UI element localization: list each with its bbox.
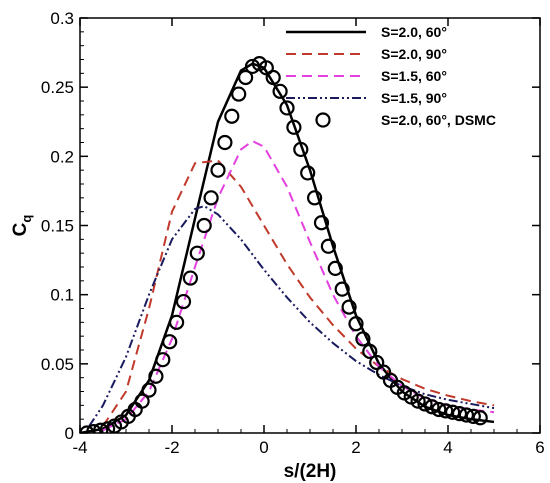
- y-axis: 0 0.05 0.1 0.15 0.2 0.25 0.3: [41, 9, 540, 443]
- data-point-dsmc: [327, 260, 343, 276]
- legend-label: S=1.5, 90°: [381, 90, 447, 106]
- data-point-dsmc: [320, 238, 336, 254]
- y-tick-label: 0.25: [41, 78, 74, 97]
- data-point-dsmc: [189, 245, 205, 261]
- data-point-dsmc: [80, 425, 95, 433]
- y-tick-label: 0.2: [50, 147, 74, 166]
- series-line-1: [102, 159, 495, 427]
- data-point-dsmc: [445, 404, 461, 420]
- data-point-dsmc: [265, 69, 281, 86]
- y-tick-label: 0.05: [41, 355, 74, 374]
- x-tick-label: 0: [259, 438, 268, 457]
- data-point-dsmc: [458, 407, 474, 423]
- data-point-dsmc: [196, 217, 212, 234]
- y-tick-label: 0.3: [50, 9, 74, 28]
- data-point-dsmc: [224, 108, 240, 124]
- y-axis-label: Cq: [10, 215, 34, 237]
- data-point-dsmc: [438, 403, 454, 419]
- x-axis-label: s/(2H): [284, 461, 337, 482]
- data-point-dsmc: [210, 162, 226, 178]
- y-tick-label: 0.15: [41, 217, 74, 236]
- data-point-dsmc: [362, 343, 378, 359]
- data-point-dsmc: [141, 382, 157, 398]
- data-point-dsmc: [162, 334, 178, 350]
- data-point-dsmc: [472, 410, 488, 426]
- x-tick-label: -4: [72, 438, 87, 457]
- data-point-dsmc: [348, 316, 364, 332]
- x-tick-label: -2: [164, 438, 179, 457]
- legend: S=2.0, 60° S=2.0, 90° S=1.5, 60° S=1.5, 90°…: [286, 24, 496, 128]
- data-point-dsmc: [100, 421, 116, 433]
- data-point-dsmc: [465, 408, 481, 424]
- data-point-dsmc: [155, 352, 171, 368]
- data-point-dsmc: [341, 299, 357, 315]
- series-layer: [80, 56, 495, 433]
- data-point-dsmc: [86, 424, 102, 433]
- data-point-dsmc: [307, 190, 323, 206]
- data-point-dsmc: [334, 281, 350, 297]
- data-point-dsmc: [182, 270, 198, 286]
- data-point-dsmc: [148, 368, 164, 384]
- data-point-dsmc: [238, 69, 254, 86]
- data-point-dsmc: [217, 134, 233, 151]
- legend-marker: [315, 112, 331, 128]
- legend-label: S=1.5, 60°: [381, 68, 447, 84]
- data-point-dsmc: [134, 393, 150, 409]
- x-axis: -4 -2 0 2 4 6: [72, 18, 545, 457]
- data-point-dsmc: [355, 331, 371, 347]
- data-point-dsmc: [410, 393, 426, 409]
- y-tick-label: 0.1: [50, 286, 74, 305]
- series-line-2: [102, 140, 495, 432]
- legend-label: S=2.0, 90°: [381, 46, 447, 62]
- data-point-dsmc: [286, 119, 302, 135]
- legend-label: S=2.0, 60°, DSMC: [381, 112, 496, 128]
- data-point-dsmc: [431, 401, 447, 418]
- y-tick-label: 0: [65, 424, 74, 443]
- data-point-dsmc: [313, 215, 330, 231]
- data-point-dsmc: [293, 141, 309, 158]
- data-point-dsmc: [451, 406, 468, 422]
- legend-label: S=2.0, 60°: [381, 24, 447, 40]
- x-tick-label: 6: [535, 438, 544, 457]
- x-tick-label: 4: [443, 438, 452, 457]
- data-point-dsmc: [231, 86, 247, 102]
- data-point-dsmc: [93, 422, 109, 433]
- data-point-dsmc: [203, 190, 219, 206]
- x-tick-label: 2: [351, 438, 360, 457]
- data-point-dsmc: [175, 293, 192, 310]
- data-point-dsmc: [169, 314, 185, 330]
- data-point-dsmc: [424, 399, 440, 415]
- data-point-dsmc: [300, 165, 316, 181]
- data-point-dsmc: [279, 100, 295, 116]
- data-point-dsmc: [417, 396, 433, 412]
- data-point-dsmc: [272, 83, 288, 99]
- series-line-3: [88, 205, 495, 427]
- plot-frame: [79, 17, 541, 434]
